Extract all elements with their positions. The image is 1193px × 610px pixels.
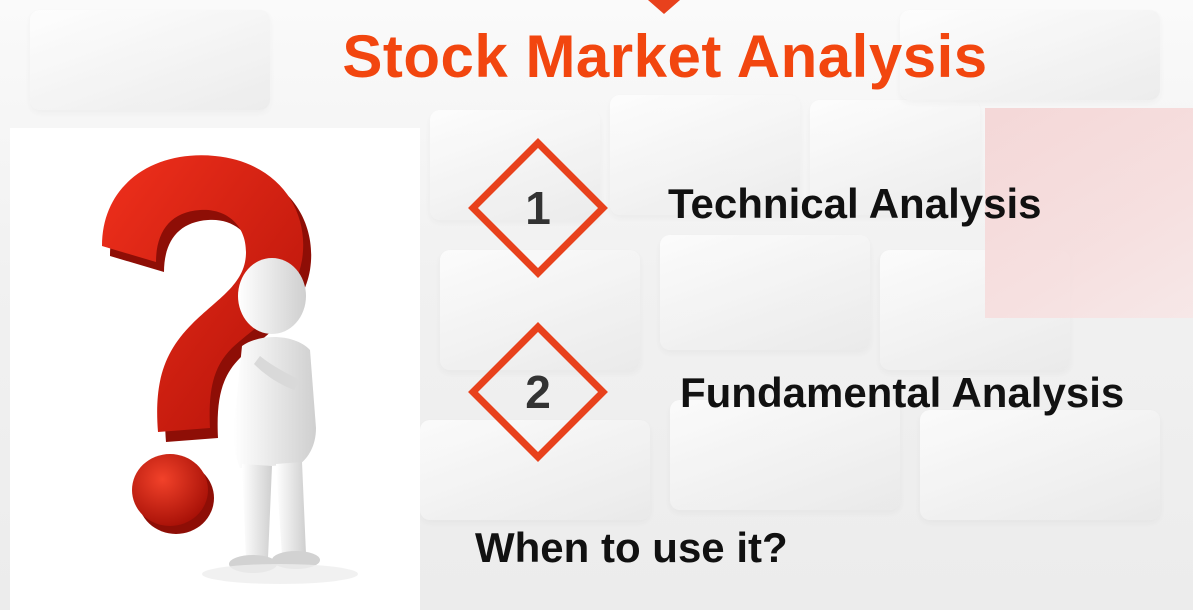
diamond-outline-icon — [468, 138, 608, 278]
question-text: When to use it? — [475, 524, 788, 571]
diamond-outline-icon — [468, 322, 608, 462]
item-number: 1 — [525, 182, 551, 234]
thinking-figure-question-mark-icon — [102, 155, 358, 584]
item-2-diamond: 2 — [468, 322, 608, 462]
item-label-technical: Technical Analysis — [668, 180, 1042, 227]
item-number: 2 — [525, 366, 551, 418]
illustration-panel — [10, 128, 420, 610]
background-red-cube — [985, 108, 1193, 318]
item-label-fundamental: Fundamental Analysis — [680, 369, 1125, 416]
triangle-marker-icon — [648, 0, 680, 14]
item-1-diamond: 1 — [468, 138, 608, 278]
slide-title: Stock Market Analysis — [342, 23, 988, 90]
